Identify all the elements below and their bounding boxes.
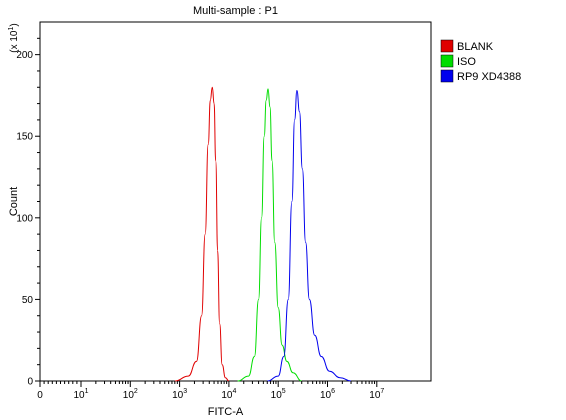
x-tick-label: 0 [37,390,43,401]
legend-swatch [440,39,454,53]
series-line-iso [237,88,302,382]
legend-swatch [440,69,454,83]
series-line-blank [174,86,230,382]
y-axis: 0 50 100 150 200 [16,37,40,388]
x-axis-label: FITC-A [208,406,244,418]
legend-label: RP9 XD4388 [457,71,521,83]
legend: BLANK ISO RP9 XD4388 [440,39,521,83]
plot-area [39,21,432,382]
legend-swatch [440,54,454,68]
legend-label: ISO [457,56,476,68]
x-tick-label: 104 [221,388,236,401]
x-tick-label: 106 [320,388,335,401]
y-axis-label: Count [8,187,20,216]
x-tick-label: 105 [271,388,286,401]
x-tick-label: 101 [73,388,88,401]
x-tick-label: 103 [172,388,187,401]
y-scale-label: (x 101) [8,23,20,52]
y-tick-label: 50 [22,295,34,306]
histogram-curves [174,86,352,382]
y-scale-multiplier: (x 101) [8,23,20,52]
x-tick-label: 107 [369,388,384,401]
legend-label: BLANK [457,41,494,53]
y-tick-label: 100 [16,213,33,224]
x-axis: 0 101 102 103 104 105 106 107 [37,381,384,401]
x-tick-label: 102 [123,388,138,401]
chart-title: Multi-sample : P1 [193,5,278,17]
y-tick-label: 150 [16,132,33,143]
y-tick-label: 200 [16,50,33,61]
series-line-rp9-xd4388 [267,89,352,382]
y-tick-label: 0 [27,377,33,388]
